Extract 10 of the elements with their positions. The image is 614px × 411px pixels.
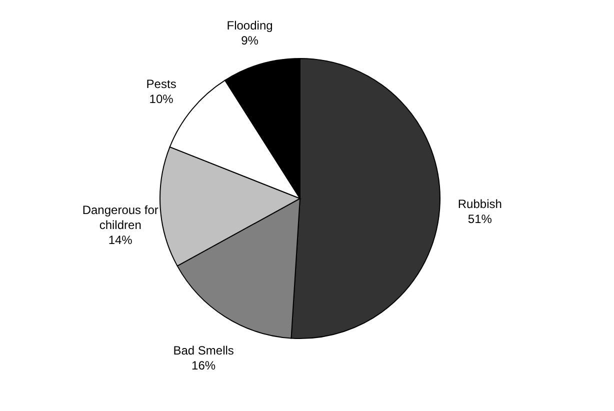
slice-label: Bad Smells xyxy=(173,343,234,358)
data-label: 10% xyxy=(149,92,174,106)
slice-label: Rubbish xyxy=(458,197,502,212)
slice-label: Dangerous for children xyxy=(82,202,158,232)
data-label: 9% xyxy=(241,34,259,48)
data-label: 51% xyxy=(468,212,492,226)
slice-label: Pests xyxy=(146,76,176,91)
data-label: 16% xyxy=(192,358,216,372)
slice-label: Flooding xyxy=(226,18,273,33)
data-label: 14% xyxy=(108,232,133,247)
